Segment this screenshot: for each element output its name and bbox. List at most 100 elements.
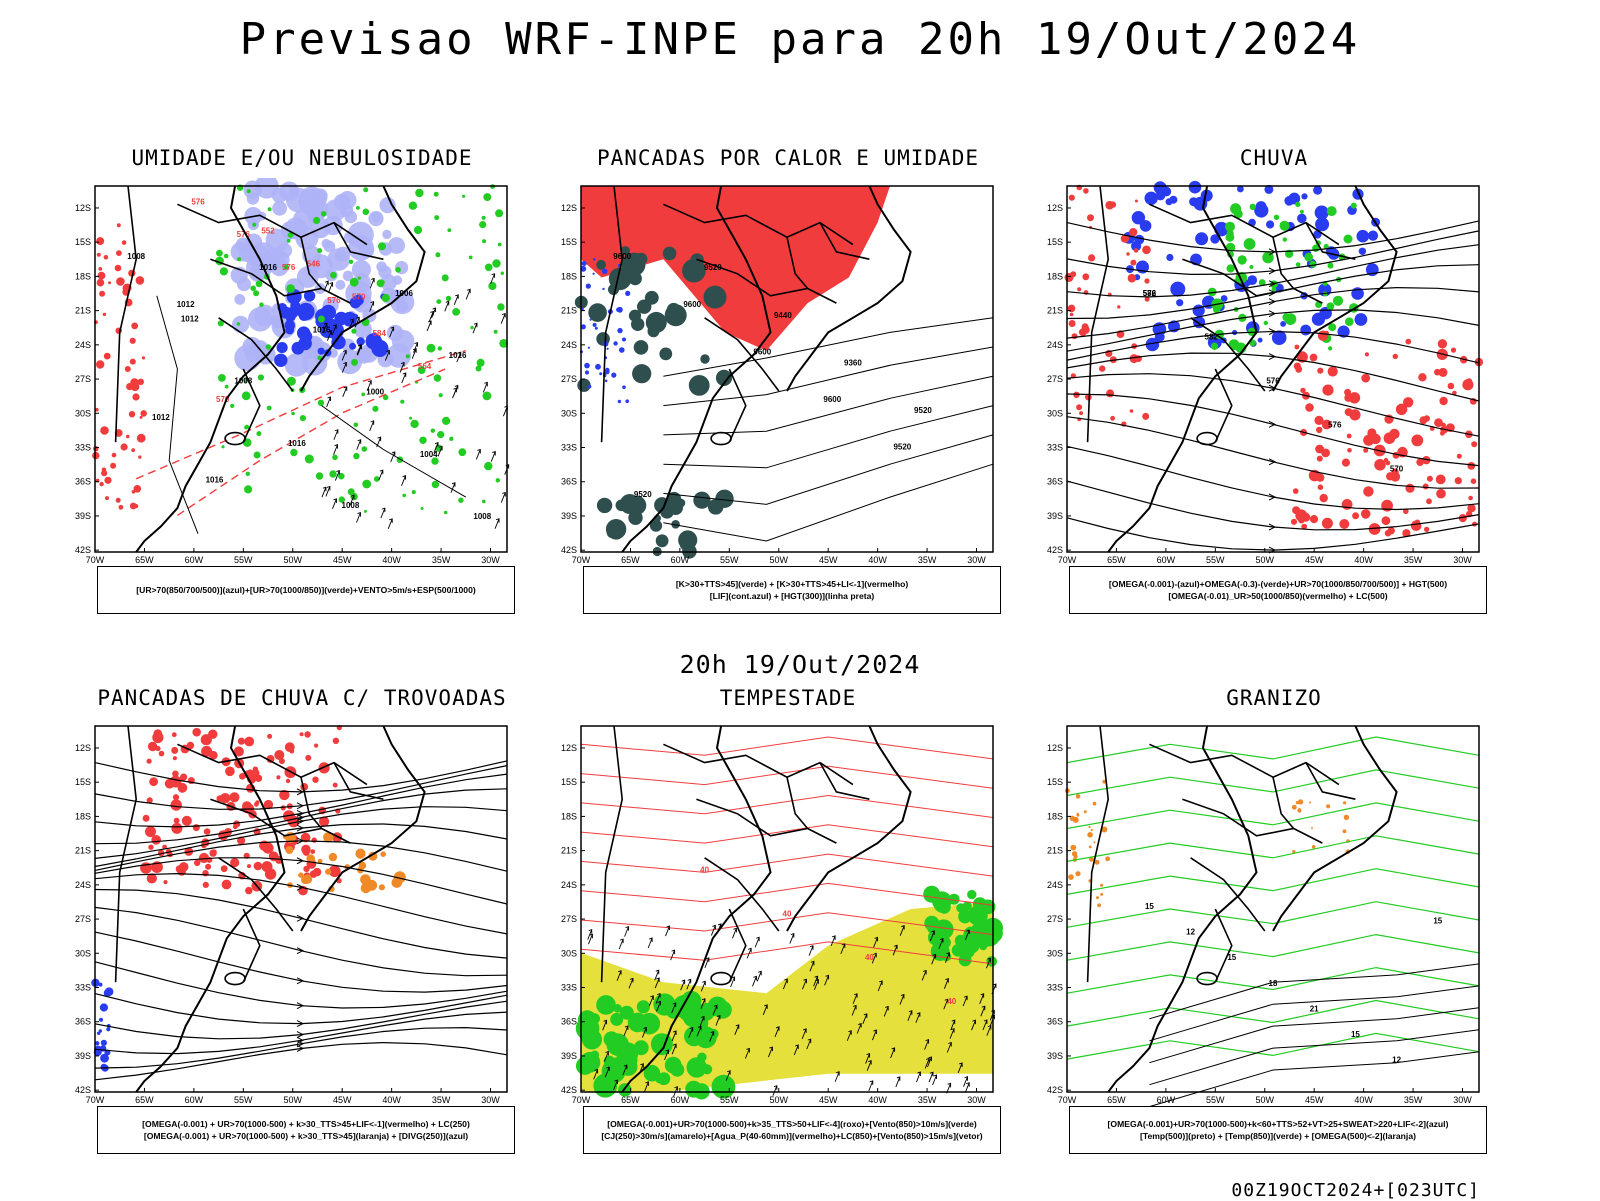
field-cell [321, 820, 327, 826]
field-cell [317, 347, 325, 355]
legend-hail: [OMEGA(-0.001)+UR>70(1000-500)+k<60+TTS>… [1069, 1106, 1487, 1154]
field-cell [118, 504, 124, 510]
field-cell [324, 199, 347, 221]
field-cell [301, 844, 311, 854]
field-cell [1300, 387, 1306, 394]
uruguay-outline [224, 431, 246, 446]
field-cell [402, 493, 407, 498]
field-cell [1249, 265, 1254, 269]
field-cell [1166, 253, 1174, 262]
field-cell [1314, 415, 1324, 425]
isoline-label: 1016 [313, 325, 331, 334]
field-cell [373, 476, 380, 482]
streamline-arrow [296, 947, 305, 955]
field-cell [1142, 412, 1150, 420]
field-cell [274, 750, 285, 760]
humidity-low-field [215, 184, 509, 515]
field-cell [104, 476, 112, 484]
field-cell [218, 374, 226, 382]
field-cell [353, 422, 359, 428]
lat-tick-label: 27S [75, 374, 91, 384]
field-cell [129, 502, 137, 510]
wind-vector [866, 1060, 872, 1071]
lat-tick-label: 18S [75, 811, 91, 821]
field-cell [220, 793, 231, 804]
isoline-label: 40 [947, 997, 956, 1006]
lat-tick-label: 30S [561, 948, 577, 958]
field-cell [631, 317, 645, 331]
streamline-arrow [296, 824, 305, 832]
wind-vector [899, 993, 905, 1005]
wind-vector [924, 1038, 930, 1050]
field-cell [1258, 279, 1266, 286]
field-cell [337, 349, 363, 375]
state-border [600, 725, 624, 983]
lat-tick-label: 33S [561, 983, 577, 993]
isoline-label: 9520 [893, 443, 911, 452]
temp850-isoline [1066, 736, 1480, 764]
field-cell [452, 308, 460, 316]
field-cell [1344, 388, 1352, 396]
field-cell [1299, 209, 1304, 214]
field-cell [468, 255, 473, 260]
field-cell [133, 485, 142, 493]
field-cell [715, 489, 734, 508]
map-frame [1066, 725, 1480, 1093]
wind-vector [500, 491, 506, 503]
field-cell [969, 934, 980, 945]
field-cell [203, 828, 211, 835]
field-cell [192, 824, 200, 832]
field-cell [1079, 411, 1084, 416]
field-cell [693, 491, 711, 509]
temp850-isoline [1066, 769, 1480, 797]
field-cell [1257, 337, 1263, 343]
lon-tick-label: 55W [1206, 555, 1225, 565]
field-cell [323, 832, 334, 843]
uruguay-outline [710, 971, 732, 986]
lat-tick-label: 33S [75, 983, 91, 993]
field-cell [1436, 488, 1446, 499]
field-cell [272, 200, 287, 216]
lat-tick-label: 33S [75, 443, 91, 453]
isoline-label: 1012 [152, 413, 170, 422]
field-cell [596, 995, 616, 1015]
field-cell [436, 299, 442, 304]
lon-tick-label: 70W [572, 555, 591, 565]
field-cell [103, 352, 111, 360]
field-cell [115, 497, 121, 503]
field-cell [1467, 504, 1476, 513]
wind-vector [326, 396, 332, 408]
temp500-isoline [1149, 985, 1480, 1042]
field-cell [619, 347, 625, 353]
wind-vector [332, 498, 337, 510]
field-cell [484, 461, 493, 471]
wind-vector [982, 1019, 988, 1031]
state-border [1272, 237, 1295, 290]
streamline-arrow [296, 1040, 305, 1048]
wind-vector [433, 442, 439, 453]
wind-vector [851, 1004, 857, 1016]
wind-vector [670, 949, 676, 961]
field-cell [312, 776, 319, 783]
field-cell [1243, 238, 1256, 250]
wind-vector [949, 1027, 955, 1039]
field-cell [1210, 234, 1220, 244]
field-cell [95, 1041, 100, 1046]
lat-tick-label: 36S [75, 477, 91, 487]
field-cell [287, 232, 294, 238]
field-cell [314, 743, 319, 748]
field-cell [379, 197, 396, 214]
field-cell [1109, 201, 1117, 208]
field-cell [256, 431, 262, 437]
field-cell [285, 778, 291, 784]
wind-vector [325, 485, 331, 497]
coastline-west [1107, 725, 1258, 1093]
field-cell [419, 436, 427, 444]
wind-vector [450, 482, 456, 493]
lon-tick-label: 45W [1305, 1095, 1324, 1105]
field-cell [110, 462, 117, 469]
field-cell [1069, 815, 1075, 821]
lat-tick-label: 33S [561, 443, 577, 453]
field-cell [100, 1063, 108, 1071]
field-cell [1126, 252, 1130, 256]
